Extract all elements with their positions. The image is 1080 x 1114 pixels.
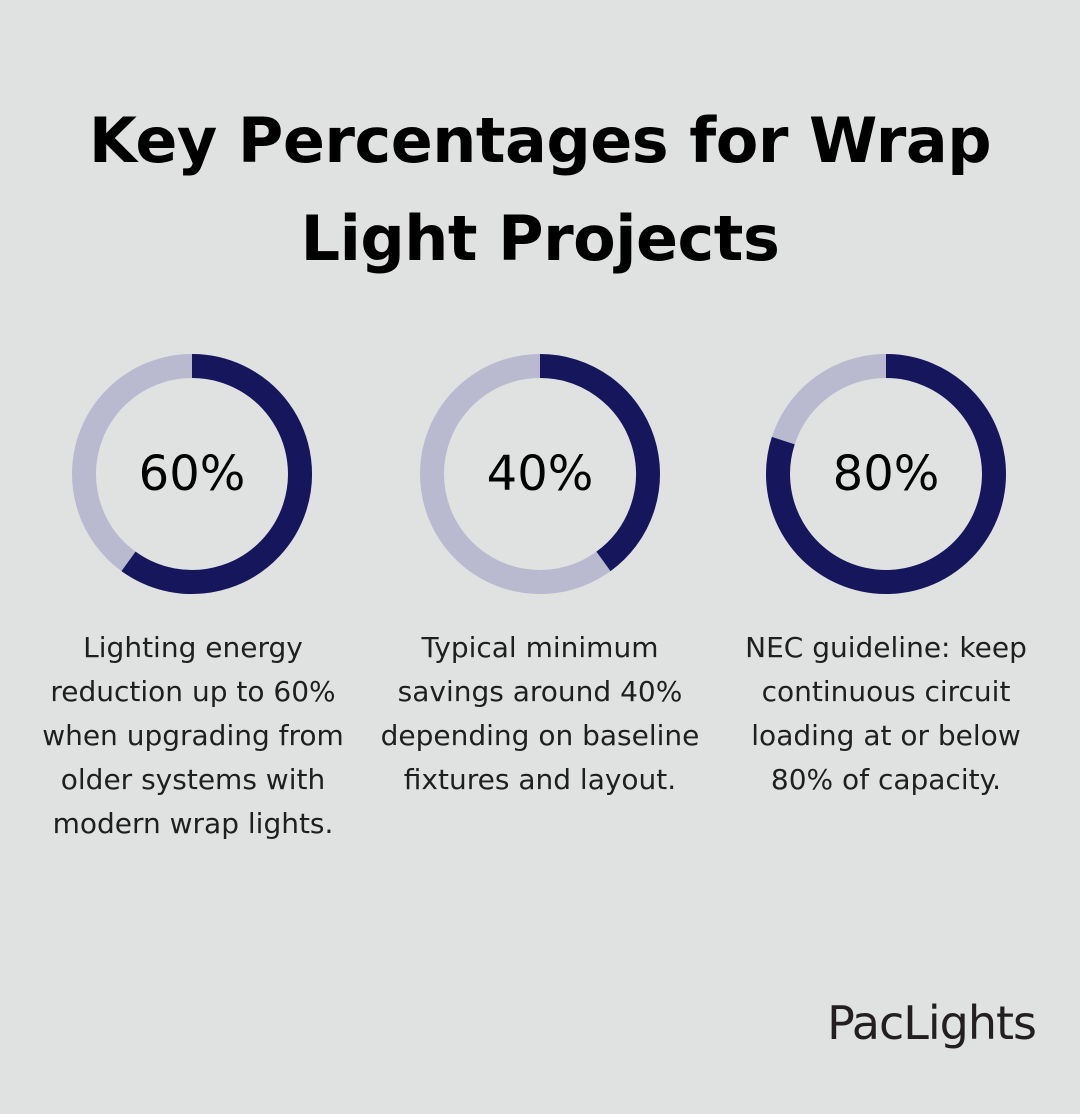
donut-3-label: 80%	[833, 446, 940, 502]
donut-2-label: 40%	[487, 446, 594, 502]
donut-2: 40%	[420, 354, 660, 594]
paclights-logo: PacLights	[827, 996, 1037, 1050]
donut-3-caption: NEC guideline: keep continuous circuit l…	[745, 631, 1027, 796]
donut-1-caption: Lighting energy reduction up to 60% when…	[42, 631, 344, 840]
donut-2-caption: Typical minimum savings around 40% depen…	[380, 631, 700, 796]
donut-3-arc	[766, 354, 1006, 594]
page-title: Key Percentages for Wrap Light Projects	[40, 92, 1040, 288]
donut-3: 80%	[766, 354, 1006, 594]
donut-1: 60%	[72, 354, 312, 594]
title-line-2: Light Projects	[300, 202, 780, 275]
donut-1-label: 60%	[139, 446, 246, 502]
donut-1-arc	[121, 354, 312, 594]
title-line-1: Key Percentages for Wrap	[88, 104, 992, 177]
donut-2-arc	[539, 354, 660, 572]
